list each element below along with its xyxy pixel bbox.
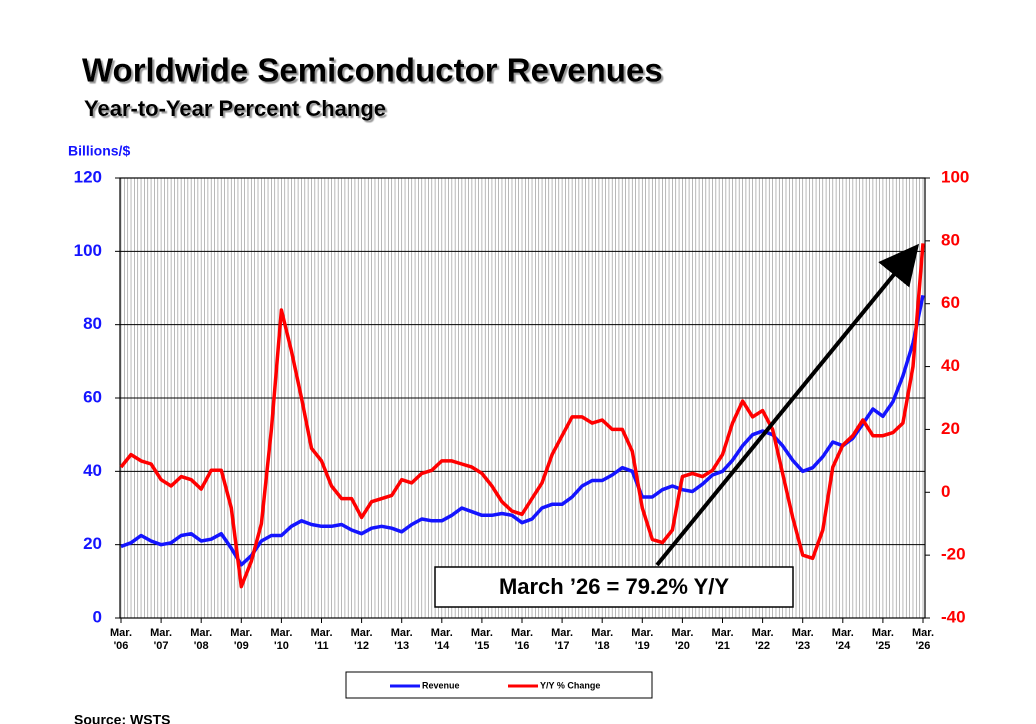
x-tick-label: Mar. '11 — [310, 627, 332, 652]
x-tick-label: Mar. '25 — [872, 627, 894, 652]
y2-tick-label: 20 — [941, 419, 960, 438]
y2-tick-label: -20 — [941, 545, 966, 564]
y-tick-label: 100 — [74, 241, 102, 260]
y-tick-label: 40 — [83, 461, 102, 480]
x-tick-label: Mar. '22 — [752, 627, 774, 652]
annotation-box — [434, 566, 794, 608]
x-tick-label: Mar. '06 — [110, 627, 132, 652]
chart-title: Worldwide Semiconductor Revenues — [82, 52, 663, 89]
y-tick-label: 0 — [93, 607, 102, 626]
y2-tick-label: 60 — [941, 293, 960, 312]
y2-tick-label: 40 — [941, 356, 960, 375]
x-tick-label: Mar. '07 — [150, 627, 172, 652]
y-tick-label: 60 — [83, 387, 102, 406]
x-tick-label: Mar. '16 — [511, 627, 533, 652]
annotation-arrow — [655, 243, 920, 567]
x-tick-label: Mar. '24 — [832, 627, 854, 652]
y-tick-label: 80 — [83, 314, 102, 333]
x-tick-label: Mar. '18 — [591, 627, 613, 652]
y2-tick-label: -40 — [941, 607, 966, 626]
annotation: March ’26 = 79.2% Y/Y — [499, 574, 729, 599]
x-tick-label: Mar. '09 — [230, 627, 252, 652]
x-tick-label: Mar. '12 — [351, 627, 373, 652]
legend-label: Y/Y % Change — [540, 680, 600, 690]
x-tick-label: Mar. '08 — [190, 627, 212, 652]
series-line — [119, 243, 925, 589]
y-tick-label: 120 — [74, 167, 102, 186]
source: Source: WSTS — [74, 712, 170, 724]
x-tick-label: Mar. '19 — [631, 627, 653, 652]
x-tick-label: Mar. '14 — [431, 627, 453, 652]
y2-tick-label: 80 — [941, 230, 960, 249]
y-axis-label: Billions/$ — [68, 143, 130, 159]
y-tick-label: 20 — [83, 534, 102, 553]
x-tick-label: Mar. '10 — [270, 627, 292, 652]
x-tick-label: Mar. '17 — [551, 627, 573, 652]
chart-subtitle: Year-to-Year Percent Change — [84, 96, 386, 121]
x-tick-label: Mar. '23 — [792, 627, 814, 652]
x-tick-label: Mar. '26 — [912, 627, 934, 652]
y2-tick-label: 100 — [941, 167, 969, 186]
x-tick-label: Mar. '13 — [391, 627, 413, 652]
legend-label: Revenue — [422, 680, 460, 690]
x-tick-label: Mar. '15 — [471, 627, 493, 652]
y2-tick-label: 0 — [941, 482, 950, 501]
x-tick-label: Mar. '20 — [671, 627, 693, 652]
x-tick-label: Mar. '21 — [711, 627, 733, 652]
